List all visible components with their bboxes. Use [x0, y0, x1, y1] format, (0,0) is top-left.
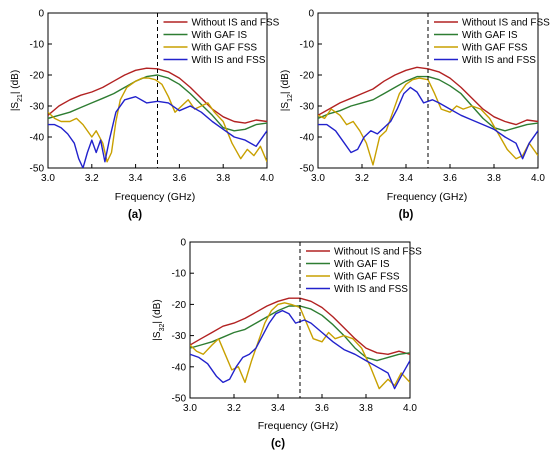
y-tick-label: -10: [30, 40, 45, 51]
legend-entry: With GAF FSS: [192, 43, 258, 54]
y-tick-label: -40: [30, 133, 45, 144]
x-tick-label: 4.0: [260, 173, 274, 184]
y-tick-label: -50: [300, 164, 315, 175]
y-axis-label-unit: | (dB): [280, 70, 291, 94]
y-tick-label: -40: [172, 362, 187, 373]
legend-entry: With IS and FSS: [192, 55, 266, 66]
y-axis-label-subscript: 32: [159, 324, 166, 332]
y-axis-label-unit: | (dB): [10, 70, 21, 94]
panel-label: (c): [271, 438, 285, 450]
series-line-1: [48, 67, 267, 124]
y-tick-label: -10: [172, 269, 187, 280]
legend-entry: With GAF FSS: [334, 272, 400, 283]
y-tick-label: -30: [172, 331, 187, 342]
legend-entry: With GAF IS: [334, 259, 390, 270]
legend-entry: With GAF FSS: [462, 43, 528, 54]
y-tick-label: 0: [38, 9, 44, 20]
legend-entry: Without IS and FSS: [462, 18, 550, 29]
y-axis-label-subscript: 12: [287, 94, 294, 102]
x-tick-label: 3.6: [172, 173, 186, 184]
x-tick-label: 3.0: [41, 173, 55, 184]
x-tick-label: 3.0: [183, 403, 197, 414]
y-axis-label: |S32| (dB): [152, 299, 166, 340]
legend-entry: With IS and FSS: [462, 55, 536, 66]
x-tick-label: 3.6: [443, 173, 457, 184]
y-tick-label: -30: [30, 102, 45, 113]
x-tick-label: 3.8: [487, 173, 501, 184]
series-line-1: [318, 66, 538, 126]
panel-label: (b): [399, 209, 414, 221]
panel-label: (a): [128, 209, 142, 221]
series-line-2: [48, 74, 267, 132]
y-axis-label-subscript: 21: [17, 94, 24, 102]
x-tick-label: 3.2: [85, 173, 99, 184]
y-axis-label-unit: | (dB): [152, 299, 163, 323]
chart-panel-3: 3.0 3.2 3.4 3.6 3.8 4.0 0 -10 -20 -30 -40 -50 Freque…: [152, 238, 422, 451]
y-tick-label: 0: [180, 238, 186, 249]
series-line-3: [318, 77, 538, 166]
series-line-4: [48, 95, 267, 168]
y-axis-label: |S21| (dB): [10, 70, 24, 111]
x-axis-label: Frequency (GHz): [258, 420, 339, 432]
y-tick-label: -50: [172, 394, 187, 405]
x-tick-label: 3.8: [359, 403, 373, 414]
x-tick-label: 3.2: [227, 403, 241, 414]
x-tick-label: 3.4: [129, 173, 143, 184]
x-axis-label: Frequency (GHz): [387, 191, 468, 203]
y-axis-label-main: |S: [280, 102, 291, 112]
y-axis-label: |S12| (dB): [280, 70, 294, 111]
y-tick-label: -40: [300, 133, 315, 144]
x-tick-label: 3.8: [216, 173, 230, 184]
legend-entry: With GAF IS: [462, 30, 518, 41]
x-tick-label: 3.4: [271, 403, 285, 414]
x-tick-label: 3.4: [399, 173, 413, 184]
x-tick-label: 3.0: [311, 173, 325, 184]
y-tick-label: -20: [30, 71, 45, 82]
x-tick-label: 3.2: [355, 173, 369, 184]
y-axis-label-main: |S: [10, 102, 21, 112]
x-axis-label: Frequency (GHz): [115, 191, 196, 203]
legend-entry: With GAF IS: [192, 30, 248, 41]
legend-entry: With IS and FSS: [334, 284, 408, 295]
y-tick-label: -20: [172, 300, 187, 311]
y-tick-label: -20: [300, 71, 315, 82]
series-line-4: [190, 309, 410, 390]
y-tick-label: 0: [308, 9, 314, 20]
series-line-4: [318, 86, 538, 160]
legend-entry: Without IS and FSS: [192, 18, 280, 29]
x-tick-label: 4.0: [531, 173, 545, 184]
y-axis-label-main: |S: [152, 331, 163, 341]
series-line-3: [190, 302, 410, 390]
y-tick-label: -10: [300, 40, 315, 51]
x-tick-label: 4.0: [403, 403, 417, 414]
legend-entry: Without IS and FSS: [334, 247, 422, 258]
chart-panel-2: 3.0 3.2 3.4 3.6 3.8 4.0 0 -10 -20 -30 -40 -50 Freque…: [280, 9, 550, 222]
y-tick-label: -30: [300, 102, 315, 113]
chart-panel-1: 3.0 3.2 3.4 3.6 3.8 4.0 0 -10 -20 -30 -40 -50 Freque…: [10, 9, 280, 222]
x-tick-label: 3.6: [315, 403, 329, 414]
y-tick-label: -50: [30, 164, 45, 175]
